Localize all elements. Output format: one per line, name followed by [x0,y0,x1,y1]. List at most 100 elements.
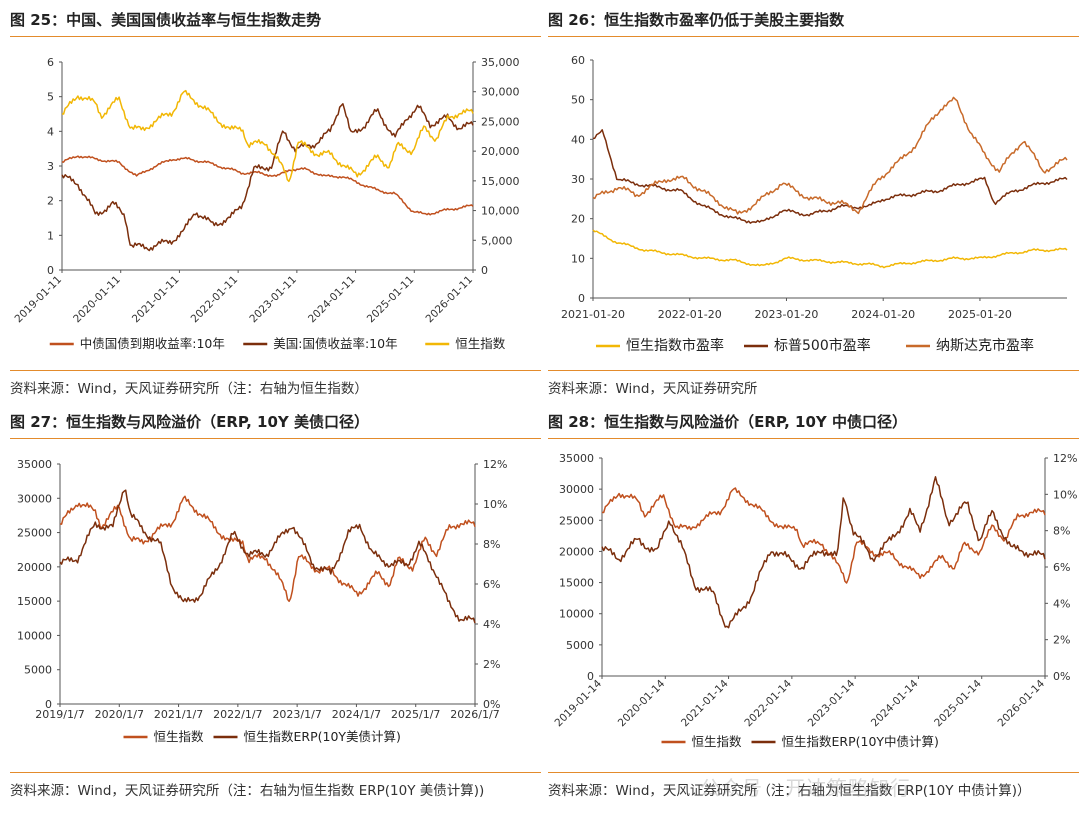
figure-28-source: 资料来源：Wind，天风证券研究所（注：右轴为恒生指数 ERP(10Y 中债计算… [548,783,1031,799]
y-tick-label-right: 10,000 [481,205,520,218]
y-tick-label-left: 0 [45,698,52,711]
series-line-0 [601,487,1046,584]
series-line-2 [61,89,474,183]
y-tick-label-right: 0% [483,698,500,711]
y-tick-label-right: 30,000 [481,86,520,99]
x-tick-label: 2023/1/7 [272,708,321,721]
y-tick-label-right: 6% [1053,561,1070,574]
x-tick-label: 2022-01-11 [189,274,241,326]
y-tick-label-left: 5 [47,91,54,104]
y-tick-label-left: 0 [47,264,54,277]
series-line-0 [59,495,476,603]
x-tick-label: 2024-01-20 [851,308,915,321]
y-tick-label-left: 10000 [17,629,52,642]
y-tick-label-left: 0 [587,670,594,683]
figure-26-bottom-rule [548,370,1079,371]
y-tick-label-right: 2% [1053,634,1070,647]
x-tick-label: 2019-01-11 [12,274,64,326]
y-tick-label-right: 25,000 [481,115,520,128]
figure-27-title: 图 27：恒生指数与风险溢价（ERP, 10Y 美债口径） [10,413,370,431]
y-tick-label-left: 15000 [559,577,594,590]
y-tick-label-right: 10% [1053,488,1077,501]
legend-label: 恒生指数 [455,336,506,351]
figure-25-source: 资料来源：Wind，天风证券研究所（注：右轴为恒生指数） [10,381,368,397]
y-tick-label-left: 40 [571,133,585,146]
figure-27-bottom-rule [10,772,541,773]
figure-25-title-rule [10,36,541,37]
watermark: 公众号 · 开达策略知行 [700,776,912,800]
x-tick-label: 2023-01-20 [755,308,819,321]
y-tick-label-left: 25000 [17,527,52,540]
figure-25-title: 图 25：中国、美国国债收益率与恒生指数走势 [10,11,322,29]
y-tick-label-left: 6 [47,56,54,69]
series-line-1 [61,103,474,252]
x-tick-label: 2021-01-14 [679,677,731,729]
legend-label: 美国:国债收益率:10年 [273,336,397,351]
x-tick-label: 2025/1/7 [391,708,440,721]
figure-26-chart: 0 10 20 30 40 50 60 2021-01-20 2022-01-20 2023-01… [561,54,1068,354]
y-tick-label-right: 10% [483,498,507,511]
x-tick-label: 2021/1/7 [154,708,203,721]
legend-label: 恒生指数ERP(10Y美债计算) [244,729,401,744]
legend-label: 恒生指数 [154,729,205,744]
y-tick-label-left: 30 [571,173,585,186]
x-tick-label: 2026/1/7 [450,708,499,721]
figure-26-title-rule [548,36,1079,37]
x-tick-label: 2024-01-11 [306,274,358,326]
x-tick-label: 2024-01-14 [869,677,921,729]
legend-label: 中债国债到期收益率:10年 [80,336,225,351]
y-tick-label-left: 10000 [559,608,594,621]
legend-label: 纳斯达克市盈率 [936,337,1034,354]
x-tick-label: 2021-01-11 [130,274,182,326]
legend-label: 恒生指数ERP(10Y中债计算) [782,734,939,749]
y-tick-label-left: 2 [47,195,54,208]
y-tick-label-right: 8% [1053,525,1070,538]
x-tick-label: 2020/1/7 [95,708,144,721]
legend-label: 标普500市盈率 [774,337,871,354]
figure-28-chart: 0 5000 10000 15000 20000 25000 30000 35000 0% 2% 4… [552,452,1077,749]
y-tick-label-left: 4 [47,125,54,138]
series-line-0 [592,229,1068,269]
y-tick-label-left: 30000 [559,483,594,496]
y-tick-label-left: 5000 [566,639,594,652]
y-tick-label-right: 15,000 [481,175,520,188]
y-tick-label-right: 5,000 [481,234,513,247]
x-tick-label: 2022-01-14 [742,677,794,729]
y-tick-label-left: 15000 [17,595,52,608]
y-tick-label-right: 4% [483,618,500,631]
x-tick-label: 2023-01-14 [806,677,858,729]
x-tick-label: 2019-01-14 [552,677,604,729]
x-tick-label: 2026-01-14 [995,677,1047,729]
x-tick-label: 2025-01-11 [365,274,417,326]
y-tick-label-left: 60 [571,54,585,67]
legend-label: 恒生指数市盈率 [626,337,724,354]
y-tick-label-left: 0 [578,292,585,305]
x-tick-label: 2021-01-20 [561,308,625,321]
y-tick-label-left: 3 [47,160,54,173]
y-tick-label-left: 20000 [559,545,594,558]
figure-26-title: 图 26：恒生指数市盈率仍低于美股主要指数 [548,11,845,29]
y-tick-label-left: 20000 [17,561,52,574]
x-tick-label: 2022/1/7 [213,708,262,721]
x-tick-label: 2020-01-11 [71,274,123,326]
y-tick-label-right: 0 [481,264,488,277]
y-tick-label-right: 12% [483,458,507,471]
x-tick-label: 2019/1/7 [35,708,84,721]
series-line-1 [59,489,476,624]
y-tick-label-right: 0% [1053,670,1070,683]
y-tick-label-right: 35,000 [481,56,520,69]
x-tick-label: 2025-01-20 [948,308,1012,321]
y-tick-label-right: 8% [483,538,500,551]
figure-27-source: 资料来源：Wind，天风证券研究所（注：右轴为恒生指数 ERP(10Y 美债计算… [10,783,485,799]
figure-26-source: 资料来源：Wind，天风证券研究所 [548,381,758,397]
y-tick-label-right: 6% [483,578,500,591]
series-line-1 [601,476,1046,629]
y-tick-label-left: 20 [571,213,585,226]
y-tick-label-right: 12% [1053,452,1077,465]
x-tick-label: 2020-01-14 [616,677,668,729]
y-tick-label-left: 50 [571,94,585,107]
x-tick-label: 2025-01-14 [932,677,984,729]
figure-25-bottom-rule [10,370,541,371]
x-tick-label: 2024/1/7 [332,708,381,721]
figure-27-title-rule [10,438,541,439]
